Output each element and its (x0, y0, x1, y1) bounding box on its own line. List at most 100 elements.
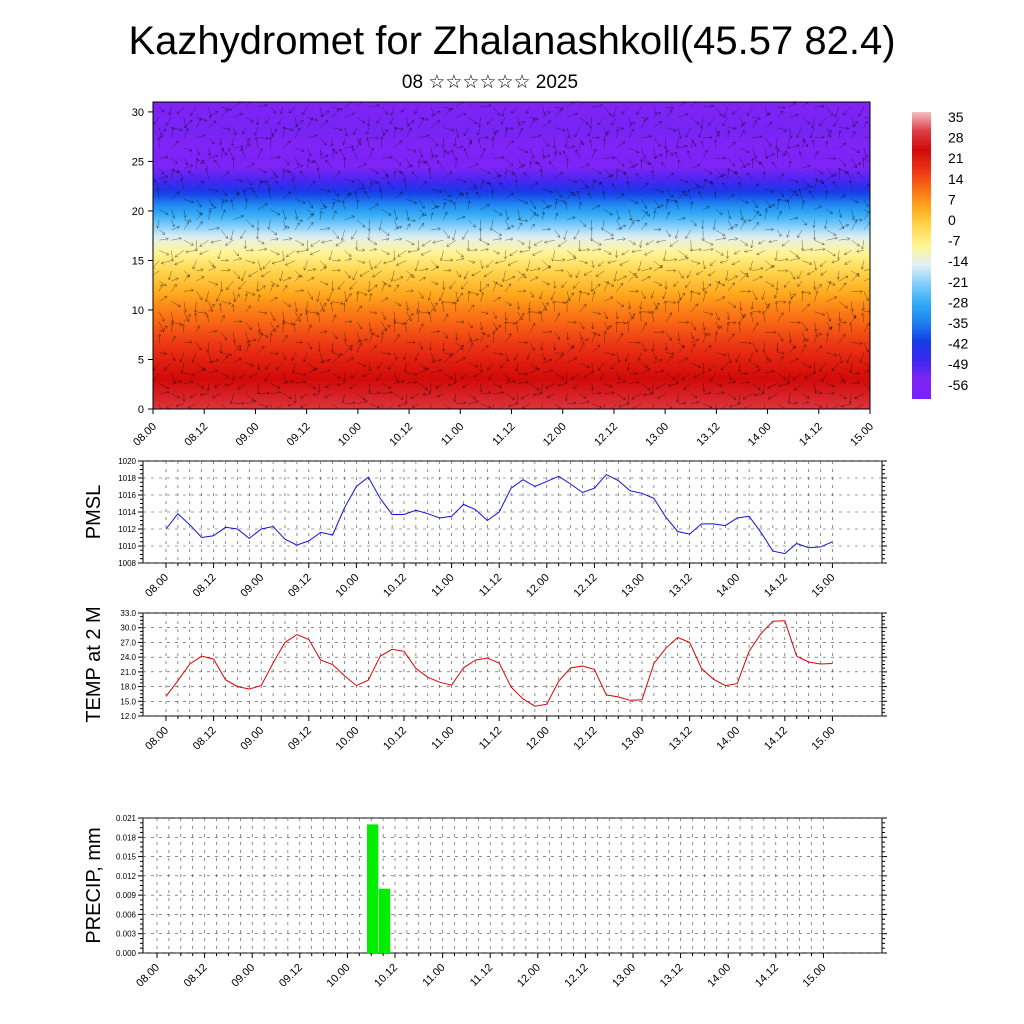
x-tick-label: 08.00 (143, 725, 171, 753)
x-tick-label: 11.12 (477, 572, 504, 599)
y-tick-label: 15.0 (120, 697, 136, 706)
x-tick-label: 15.00 (810, 572, 838, 600)
y-tick-label: 0.003 (116, 930, 137, 939)
y-tick-label: 1012 (118, 525, 136, 534)
colorbar-label: -21 (948, 274, 968, 290)
y-tick-label: 1016 (118, 491, 136, 500)
x-tick-label: 13.00 (643, 421, 671, 449)
x-tick-label: 11.12 (468, 962, 495, 989)
x-tick-label: 08.12 (191, 572, 219, 600)
x-tick-label: 14.00 (714, 725, 742, 753)
grid (143, 460, 882, 564)
colorbar-label: -28 (948, 294, 968, 310)
y-tick-label: 0.006 (116, 910, 137, 919)
colorbar-label: 28 (948, 130, 964, 146)
y-tick-label: 18.0 (120, 683, 136, 692)
colorbar-label: -49 (948, 356, 968, 372)
colorbar-label: 35 (948, 109, 964, 125)
y-tick-label: 12.0 (120, 712, 136, 721)
y-tick-label: 0 (138, 404, 144, 416)
x-tick-label: 13.12 (695, 421, 723, 449)
panel-frame (142, 612, 883, 717)
x-tick-label: 09.00 (238, 572, 266, 600)
x-tick-label: 10.12 (372, 962, 400, 990)
x-tick-label: 08.12 (191, 725, 219, 753)
grid (143, 612, 882, 717)
x-tick-label: 09.12 (285, 421, 313, 449)
wind-vector-path (153, 102, 870, 409)
pmsl-series-line (165, 473, 833, 555)
x-tick-label: 08.00 (143, 572, 171, 600)
x-tick-label: 15.00 (848, 421, 876, 449)
temperature-panel: 12.0 15.0 18.0 21.0 24.0 27.0 30.0 33.0 08.00 08.… (83, 606, 887, 753)
y-tick-label: 1018 (118, 474, 136, 483)
x-tick-label: 10.12 (381, 572, 409, 600)
y-tick-label: 1014 (118, 508, 136, 517)
panel-frame (142, 817, 883, 954)
x-tick-label: 13.00 (619, 725, 647, 753)
x-tick-label: 09.12 (286, 725, 314, 753)
x-tick-label: 14.12 (762, 572, 790, 600)
x-tick-label: 09.00 (234, 421, 262, 449)
x-tick-label: 14.00 (746, 421, 774, 449)
x-tick-label: 10.12 (387, 421, 415, 449)
x-tick-label: 15.00 (801, 962, 829, 990)
precip-bar (378, 888, 391, 953)
chart-title: Kazhydromet for Zhalanashkoll(45.57 82.4… (128, 19, 896, 63)
y-tick-label: 0.012 (116, 872, 137, 881)
x-tick-label: 09.12 (286, 572, 314, 600)
x-tick-label: 10.12 (381, 725, 409, 753)
colorbar-label: 0 (948, 212, 956, 228)
x-tick-label: 10.00 (325, 962, 353, 990)
x-tick-label: 11.12 (490, 421, 517, 448)
y-tick-label: 24.0 (120, 653, 136, 662)
y-tick-label: 1010 (118, 542, 136, 551)
y-tick-label: 0.000 (116, 949, 137, 958)
colorbar: 35 28 21 14 7 0 -7 -14 -21 -28 -35 -42 -49 -56 (912, 109, 968, 399)
pmsl-panel: 1008 1010 1012 1014 1016 1018 1020 08.00 08.12 09… (83, 457, 887, 600)
colorbar-label: -7 (948, 233, 961, 249)
colorbar-label: -42 (948, 336, 968, 352)
x-tick-label: 10.00 (334, 572, 362, 600)
precip-bar (367, 824, 379, 953)
y-tick-label: 20 (132, 206, 144, 218)
x-tick-label: 14.12 (797, 421, 825, 449)
x-tick-label: 13.12 (667, 725, 695, 753)
y-tick-label: 30 (132, 107, 144, 119)
temperature-series-line (165, 620, 833, 707)
x-tick-label: 09.12 (277, 962, 305, 990)
y-axis-title: TEMP at 2 M (83, 606, 105, 722)
x-tick-label: 11.00 (429, 725, 456, 752)
colorbar-label: -56 (948, 377, 968, 393)
x-tick-label: 12.12 (592, 421, 620, 449)
x-tick-label: 12.12 (572, 572, 600, 600)
x-tick-label: 10.00 (336, 421, 364, 449)
colorbar-label: 21 (948, 150, 964, 166)
x-tick-label: 08.12 (182, 421, 210, 449)
x-tick-label: 10.00 (334, 725, 362, 753)
x-tick-label: 13.12 (658, 962, 686, 990)
x-tick-label: 12.00 (524, 572, 552, 600)
y-tick-label: 0.015 (116, 853, 137, 862)
colorbar-label: 14 (948, 171, 964, 187)
y-tick-label: 0.021 (116, 814, 137, 823)
x-tick-label: 13.12 (667, 572, 695, 600)
x-tick-label: 12.00 (524, 725, 552, 753)
x-tick-label: 12.00 (515, 962, 543, 990)
x-tick-label: 11.00 (429, 572, 456, 599)
x-tick-label: 14.12 (753, 962, 781, 990)
colorbar-label: -35 (948, 315, 968, 331)
y-tick-label: 15 (132, 255, 144, 267)
x-tick-label: 11.12 (477, 725, 504, 752)
y-tick-label: 21.0 (120, 668, 136, 677)
y-tick-label: 1020 (118, 457, 136, 466)
wind-vectors (153, 102, 870, 409)
x-tick-label: 13.00 (619, 572, 647, 600)
colorbar-bar (912, 112, 931, 399)
colorbar-label: -14 (948, 253, 968, 269)
x-tick-label: 14.00 (705, 962, 733, 990)
x-tick-label: 09.00 (229, 962, 257, 990)
colorbar-label: 7 (948, 191, 956, 207)
y-tick-label: 10 (132, 305, 144, 317)
